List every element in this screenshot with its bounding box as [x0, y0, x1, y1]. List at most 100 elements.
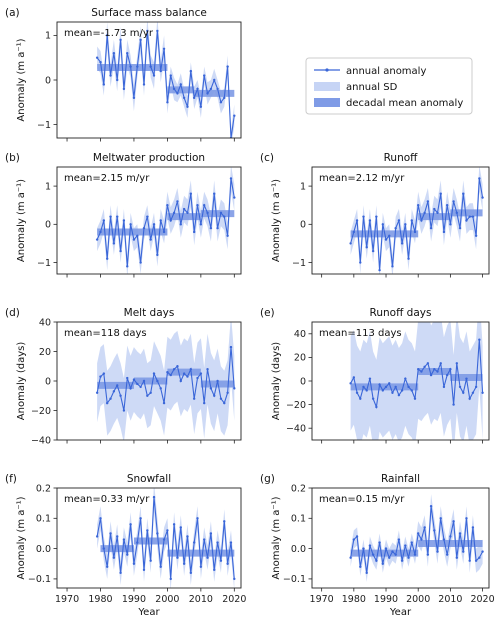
annual-anomaly-point: [149, 559, 152, 562]
annual-anomaly-point: [397, 393, 401, 397]
annual-anomaly-point: [99, 375, 102, 378]
y-tick-label: −40: [286, 424, 306, 435]
annual-anomaly-point: [126, 52, 129, 55]
annual-anomaly-point: [394, 226, 397, 230]
annual-anomaly-point: [119, 38, 122, 42]
panel-letter: (a): [5, 7, 20, 19]
y-tick-label: −20: [31, 406, 51, 417]
annual-anomaly-point: [410, 219, 413, 222]
annual-anomaly-point: [423, 211, 426, 215]
y-tick-label: −20: [286, 400, 306, 411]
annual-anomaly-point: [192, 397, 196, 400]
annual-anomaly-point: [206, 92, 209, 95]
annual-anomaly-point: [196, 87, 199, 91]
y-axis-label: Anomaly (m a⁻¹): [16, 496, 27, 579]
annual-anomaly-point: [429, 504, 433, 508]
annual-anomaly-point: [199, 105, 203, 108]
annual-anomaly-point: [166, 101, 169, 104]
annual-anomaly-point: [192, 541, 196, 544]
annual-anomaly-point: [146, 529, 149, 532]
annual-anomaly-point: [355, 219, 359, 222]
y-axis-label: Anomaly (m a⁻¹): [271, 179, 282, 262]
annual-anomaly-point: [458, 532, 462, 535]
legend-annual-marker: [325, 68, 329, 72]
annual-anomaly-point: [166, 529, 169, 532]
annual-anomaly-point: [397, 219, 401, 222]
plot-area: [95, 22, 236, 138]
annual-anomaly-point: [445, 553, 449, 556]
annual-anomaly-point: [116, 384, 119, 387]
mean-annotation: mean=0.15 m/yr: [319, 494, 405, 505]
annual-anomaly-point: [162, 538, 166, 541]
y-axis-label: Anomaly (days): [271, 342, 282, 421]
annual-anomaly-point: [152, 372, 156, 375]
annual-anomaly-point: [199, 372, 203, 375]
annual-anomaly-point: [445, 373, 449, 377]
annual-anomaly-point: [375, 405, 378, 409]
panel-title: Runoff: [384, 152, 419, 164]
annual-anomaly-point: [129, 223, 132, 226]
annual-anomaly-point: [349, 242, 352, 245]
y-tick-label: −1: [292, 258, 306, 269]
plot-area: [349, 322, 484, 440]
panel-letter: (c): [260, 152, 274, 164]
annual-anomaly-point: [371, 397, 375, 400]
annual-anomaly-point: [404, 544, 407, 547]
annual-anomaly-point: [465, 219, 468, 222]
annual-anomaly-point: [136, 382, 139, 386]
annual-anomaly-point: [442, 385, 446, 389]
annual-anomaly-point: [129, 387, 132, 390]
annual-anomaly-point: [179, 83, 182, 86]
y-tick-label: 40: [39, 317, 51, 328]
legend-sd-swatch: [314, 82, 340, 91]
annual-anomaly-line: [350, 178, 484, 271]
annual-anomaly-point: [109, 532, 112, 535]
annual-anomaly-point: [384, 238, 388, 241]
annual-anomaly-point: [471, 526, 475, 529]
annual-anomaly-point: [146, 215, 149, 218]
annual-anomaly-point: [142, 226, 146, 230]
panel-b: −1 0 1 Meltwater production (b) mean=2.15 m/y…: [5, 152, 242, 278]
annual-anomaly-point: [410, 389, 413, 392]
annual-anomaly-point: [189, 368, 193, 371]
annual-anomaly-point: [105, 34, 109, 37]
y-tick-label: −40: [31, 435, 51, 446]
annual-anomaly-point: [471, 391, 475, 394]
annual-anomaly-point: [102, 83, 106, 86]
annual-anomaly-point: [368, 219, 372, 222]
legend-frame: [305, 57, 473, 115]
annual-anomaly-point: [176, 92, 179, 95]
annual-anomaly-point: [119, 249, 122, 253]
annual-anomaly-point: [156, 379, 159, 383]
annual-anomaly-point: [216, 226, 219, 230]
annual-anomaly-point: [216, 87, 219, 91]
annual-anomaly-point: [417, 204, 420, 207]
legend-decadal-label: decadal mean anomaly: [346, 98, 463, 109]
annual-anomaly-point: [109, 397, 112, 400]
axes-frame: [311, 487, 490, 589]
annual-anomaly-point: [112, 52, 116, 55]
annual-anomaly-point: [105, 257, 109, 260]
annual-anomaly-point: [109, 74, 112, 77]
plot-area: [95, 322, 236, 440]
annual-anomaly-point: [400, 242, 404, 245]
y-tick-label: 20: [39, 347, 51, 358]
annual-anomaly-point: [349, 556, 352, 559]
annual-anomaly-point: [417, 532, 420, 535]
annual-anomaly-point: [413, 553, 417, 556]
annual-anomaly-point: [474, 385, 478, 389]
legend-annual-label: annual anomaly: [346, 66, 426, 77]
annual-anomaly-point: [352, 538, 356, 541]
annual-anomaly-point: [179, 526, 182, 529]
panel-d: −40 −20 0 20 40 Melt days (d) mean=118 days Anom…: [5, 307, 242, 446]
plot-area: [349, 494, 484, 582]
y-tick-label: −0.1: [28, 574, 51, 585]
annual-anomaly-line: [350, 506, 484, 573]
annual-anomaly-point: [381, 223, 384, 226]
annual-anomaly-point: [189, 69, 193, 73]
annual-anomaly-point: [169, 577, 172, 581]
annual-anomaly-point: [172, 211, 176, 215]
annual-anomaly-line: [96, 347, 235, 411]
panel-title: Meltwater production: [93, 152, 205, 164]
plot-area: [95, 167, 236, 274]
